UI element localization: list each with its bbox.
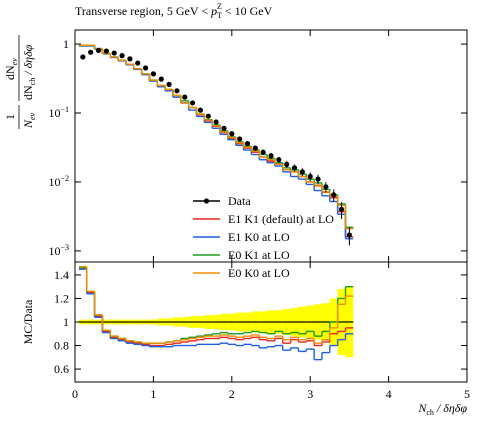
data-point	[315, 176, 321, 182]
data-point	[331, 192, 337, 198]
title-symbol: p	[210, 4, 217, 18]
data-point	[88, 49, 94, 55]
data-point	[299, 169, 305, 175]
legend-marker	[203, 198, 210, 204]
y-tick-exponent: −3	[60, 243, 69, 252]
step-riser	[86, 45, 347, 237]
x-label-symbol: N	[417, 401, 427, 415]
data-point	[103, 48, 109, 54]
y-label-denominator: dNch / δηδφ	[21, 44, 37, 100]
y-label-prefactor-den: Nev	[21, 112, 37, 129]
x-tick-label: 2	[229, 387, 235, 401]
y-tick-label: 1.2	[54, 291, 69, 305]
data-point	[229, 131, 235, 137]
y-tick-label: 1	[63, 37, 69, 51]
data-point	[111, 50, 117, 56]
data-point	[190, 100, 196, 106]
title-tail: < 10 GeV	[222, 4, 273, 18]
data-point	[346, 232, 352, 238]
y-label-numerator: dNev	[3, 58, 19, 80]
x-tick-label: 0	[72, 387, 78, 401]
data-point	[150, 71, 156, 77]
y-tick-label: 0.6	[54, 362, 69, 376]
step-riser	[93, 45, 347, 229]
y-tick-label: 1.4	[54, 268, 69, 282]
data-point	[221, 125, 227, 131]
data-point	[205, 113, 211, 119]
data-point	[95, 47, 102, 53]
y-tick-label: 10−2	[48, 174, 69, 189]
x-label-sub: ch	[426, 408, 434, 417]
y-tick-exponent: −2	[60, 174, 69, 183]
step-riser	[86, 45, 347, 228]
legend-label: E0 K1 at LO	[228, 248, 290, 262]
data-point	[182, 94, 188, 100]
y-label-n-sub: ev	[28, 112, 37, 120]
data-point	[80, 54, 86, 60]
data-point	[268, 153, 274, 159]
y-label-den-tail: / δηδφ	[21, 44, 35, 77]
data-point	[158, 76, 164, 82]
legend-label: E0 K0 at LO	[228, 266, 290, 280]
data-point	[260, 149, 266, 155]
y-tick-label: 1	[63, 315, 69, 329]
data-point	[127, 56, 133, 62]
y-tick-label: 10−3	[48, 243, 69, 258]
plot-area	[78, 44, 354, 246]
x-tick-label: 1	[150, 387, 156, 401]
data-point	[174, 88, 180, 94]
data-point	[291, 165, 298, 171]
data-point	[284, 161, 290, 167]
data-point	[142, 65, 149, 71]
y-tick-base: 10	[48, 175, 60, 189]
y-label-dn: dN	[3, 65, 17, 80]
step-riser	[93, 45, 347, 239]
y-label-prefactor: 1	[3, 114, 17, 120]
data-point	[307, 173, 313, 180]
y-label-dnch-sub: ch	[28, 78, 37, 86]
y-tick-exponent: −1	[60, 105, 69, 114]
data-point	[119, 53, 125, 59]
data-point	[213, 119, 219, 125]
legend-label: E1 K0 at LO	[228, 230, 290, 244]
y-tick-label: 10−1	[48, 105, 69, 120]
data-point	[252, 145, 258, 151]
data-point	[338, 206, 345, 212]
plot-area	[78, 266, 354, 361]
x-tick-label: 3	[307, 387, 313, 401]
legend-label: Data	[228, 194, 251, 208]
data-point	[197, 107, 204, 113]
y-tick-label: 0.8	[54, 339, 69, 353]
y-label: 1 Nev dNev dNch / δηδφ	[3, 35, 37, 129]
data-point	[237, 136, 243, 142]
y-label-n: N	[21, 119, 35, 129]
x-label-tail: / δηδφ	[434, 401, 467, 415]
chart-title: Transverse region, 5 GeV < pTZ < 10 GeV	[75, 2, 273, 20]
title-sub: T	[217, 11, 222, 20]
legend-label: E1 K1 (default) at LO	[228, 212, 334, 226]
data-point	[276, 157, 282, 163]
ratio-y-label: MC/Data	[21, 299, 35, 344]
y-label-dnch: dN	[21, 85, 35, 100]
y-tick-base: 10	[48, 106, 60, 120]
title-sup: Z	[217, 2, 222, 11]
x-label: Nch / δηδφ	[417, 401, 467, 417]
title-text: Transverse region, 5 GeV <	[75, 4, 211, 18]
y-tick-base: 10	[48, 244, 60, 258]
x-tick-label: 4	[386, 387, 392, 401]
data-point	[135, 60, 141, 66]
data-point	[244, 140, 251, 147]
data-point	[323, 184, 329, 190]
y-label-dn-sub: ev	[10, 58, 19, 66]
x-tick-label: 5	[464, 387, 470, 401]
data-point	[166, 81, 172, 88]
